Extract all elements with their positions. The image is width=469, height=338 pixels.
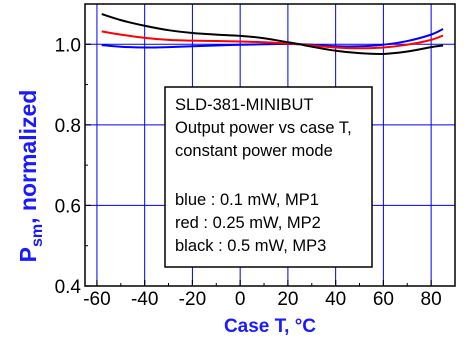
y-tick-label: 0.4 [55,277,82,298]
y-tick-label: 0.6 [55,196,81,217]
x-tick-label: 20 [277,289,298,310]
annotation-line-7: black : 0.5 mW, MP3 [175,237,326,255]
y-tick-label: 1.0 [55,35,81,56]
annotation-line-6: red : 0.25 mW, MP2 [175,214,321,232]
x-tick-labels: -60 -40 -20 0 20 40 60 80 [83,289,441,310]
x-tick-label: 80 [421,289,442,310]
y-axis-title: Psm, normalized [15,90,46,263]
annotation-box: SLD-381-MINIBUT Output power vs case T, … [164,86,373,268]
y-axis-title-sub: sm [29,224,46,247]
y-tick-label: 0.8 [55,116,81,137]
y-axis-title-rest: , normalized [15,90,41,224]
annotation-frame [164,86,373,268]
axis-ticks [85,43,456,287]
x-tick-label: 40 [325,289,346,310]
series-line-2 [101,30,444,50]
x-tick-label: -60 [83,289,110,310]
series-lines [101,13,444,56]
plot-frame [84,3,456,287]
y-tick-labels: 0.4 0.6 0.8 1.0 [55,35,82,298]
annotation-line-5: blue : 0.1 mW, MP1 [175,191,319,209]
x-tick-label: -40 [131,289,158,310]
x-axis-title: Case T, °C [224,316,316,337]
x-tick-label: 0 [235,289,246,310]
annotation-line-3: constant power mode [175,142,333,160]
x-tick-label: -20 [179,289,206,310]
series-line-3 [101,13,444,56]
annotation-line-1: SLD-381-MINIBUT [175,96,313,114]
x-tick-label: 60 [373,289,394,310]
y-axis-title-main: P [15,247,41,262]
annotation-line-2: Output power vs case T, [175,119,352,137]
